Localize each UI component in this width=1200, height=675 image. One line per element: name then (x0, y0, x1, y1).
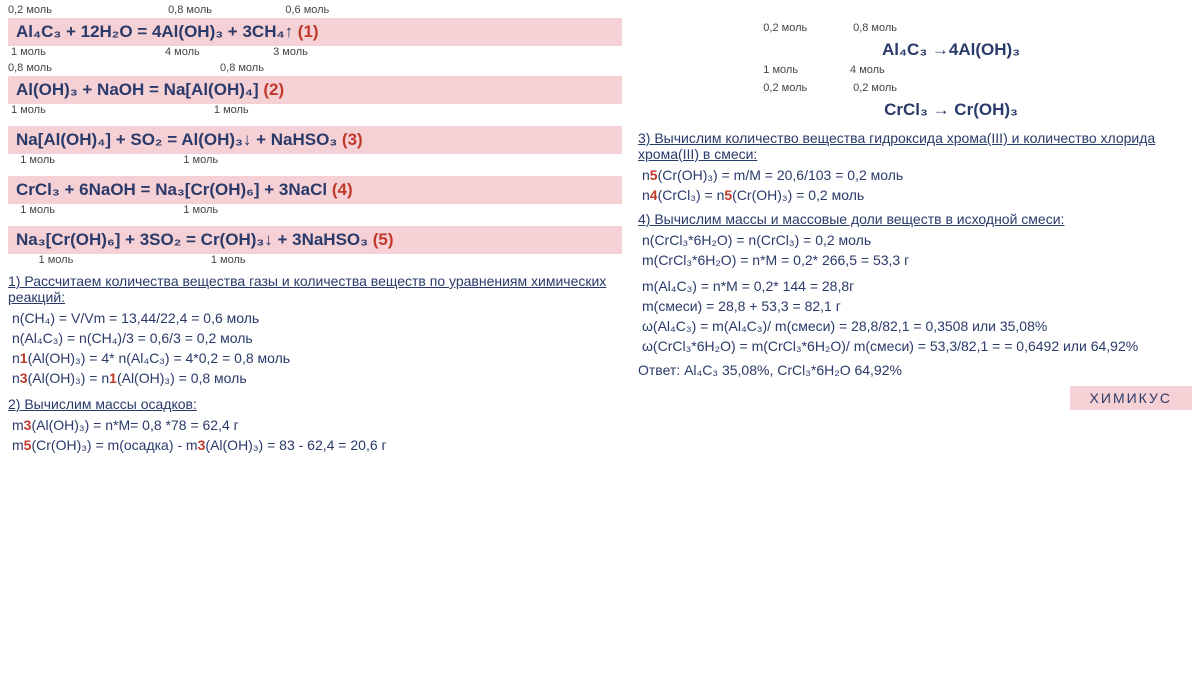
equation-4: CrCl₃ + 6NaOH = Na₃[Cr(OH)₆] + 3NaCl (4)… (8, 176, 622, 218)
section-2-title: 2) Вычислим массы осадков: (8, 396, 622, 412)
equation-2: 0,8 моль 0,8 моль Al(OH)₃ + NaOH = Na[Al… (8, 62, 622, 118)
eqA-body: Al₄C₃ →4Al(OH)₃ (638, 36, 1192, 64)
left-column: 0,2 моль 0,8 моль 0,6 моль Al₄C₃ + 12H₂O… (0, 0, 630, 675)
calc-m-crcl3-6h2o: m(CrCl₃*6H₂O) = n*M = 0,2* 266,5 = 53,3 … (642, 252, 1192, 268)
eqA-top-annotations: 0,2 моль 0,8 моль (638, 22, 1192, 36)
equation-A: 0,2 моль 0,8 моль Al₄C₃ →4Al(OH)₃ 1 моль… (638, 22, 1192, 78)
calc-n-crcl3-6h2o: n(CrCl₃*6H₂O) = n(CrCl₃) = 0,2 моль (642, 232, 1192, 248)
calc-n4-crcl3: n4(CrCl₃) = n5(Cr(OH)₃) = 0,2 моль (642, 187, 1192, 203)
eq2-bot-annotations: 1 моль 1 моль (8, 104, 622, 118)
section-4-title: 4) Вычислим массы и массовые доли вещест… (638, 211, 1192, 227)
eq5-body: Na₃[Cr(OH)₆] + 3SO₂ = Cr(OH)₃↓ + 3NaHSO₃… (8, 226, 622, 254)
eq3-bot-annotations: 1 моль 1 моль (8, 154, 622, 168)
equation-B: 0,2 моль 0,2 моль CrCl₃ → Cr(OH)₃ (638, 82, 1192, 124)
eq4-body: CrCl₃ + 6NaOH = Na₃[Cr(OH)₆] + 3NaCl (4) (8, 176, 622, 204)
eq1-bot-annotations: 1 моль 4 моль 3 моль (8, 46, 622, 60)
eq3-body: Na[Al(OH)₄] + SO₂ = Al(OH)₃↓ + NaHSO₃ (3… (8, 126, 622, 154)
right-column: 0,2 моль 0,8 моль Al₄C₃ →4Al(OH)₃ 1 моль… (630, 0, 1200, 675)
calc-m-smesi: m(смеси) = 28,8 + 53,3 = 82,1 г (642, 298, 1192, 314)
eqA-bot-annotations: 1 моль 4 моль (638, 64, 1192, 78)
eq1-body: Al₄C₃ + 12H₂O = 4Al(OH)₃ + 3CH₄↑ (1) (8, 18, 622, 46)
calc-n3-aloh3: n3(Al(OH)₃) = n1(Al(OH)₃) = 0,8 моль (12, 370, 622, 386)
eq1-top-annotations: 0,2 моль 0,8 моль 0,6 моль (8, 4, 622, 18)
equation-3: Na[Al(OH)₄] + SO₂ = Al(OH)₃↓ + NaHSO₃ (3… (8, 126, 622, 168)
eq2-top-annotations: 0,8 моль 0,8 моль (8, 62, 622, 76)
section-1-title: 1) Рассчитаем количества вещества газы и… (8, 273, 622, 305)
calc-ch4: n(CH₄) = V/Vm = 13,44/22,4 = 0,6 моль (12, 310, 622, 326)
eq5-bot-annotations: 1 моль 1 моль (8, 254, 622, 268)
section-3-title: 3) Вычислим количество вещества гидрокси… (638, 130, 1192, 162)
calc-n5-croh3: n5(Cr(OH)₃) = m/M = 20,6/103 = 0,2 моль (642, 167, 1192, 183)
calc-m3-aloh3: m3(Al(OH)₃) = n*M= 0,8 *78 = 62,4 г (12, 417, 622, 433)
answer-line: Ответ: Al₄C₃ 35,08%, CrCl₃*6H₂O 64,92% (638, 362, 1192, 378)
calc-omega-crcl3: ω(CrCl₃*6H₂O) = m(CrCl₃*6H₂O)/ m(смеси) … (642, 338, 1192, 354)
eq2-body: Al(OH)₃ + NaOH = Na[Al(OH)₄] (2) (8, 76, 622, 104)
equation-1: 0,2 моль 0,8 моль 0,6 моль Al₄C₃ + 12H₂O… (8, 4, 622, 60)
calc-m5-croh3: m5(Cr(OH)₃) = m(осадка) - m3(Al(OH)₃) = … (12, 437, 622, 453)
eqB-body: CrCl₃ → Cr(OH)₃ (638, 96, 1192, 124)
calc-m-al4c3: m(Al₄C₃) = n*M = 0,2* 144 = 28,8г (642, 278, 1192, 294)
calc-omega-al4c3: ω(Al₄C₃) = m(Al₄C₃)/ m(смеси) = 28,8/82,… (642, 318, 1192, 334)
calc-n1-aloh3: n1(Al(OH)₃) = 4* n(Al₄C₃) = 4*0,2 = 0,8 … (12, 350, 622, 366)
eq4-bot-annotations: 1 моль 1 моль (8, 204, 622, 218)
calc-al4c3: n(Al₄C₃) = n(CH₄)/3 = 0,6/3 = 0,2 моль (12, 330, 622, 346)
eqB-top-annotations: 0,2 моль 0,2 моль (638, 82, 1192, 96)
equation-5: Na₃[Cr(OH)₆] + 3SO₂ = Cr(OH)₃↓ + 3NaHSO₃… (8, 226, 622, 268)
footer-brand: ХИМИКУС (1070, 386, 1192, 410)
